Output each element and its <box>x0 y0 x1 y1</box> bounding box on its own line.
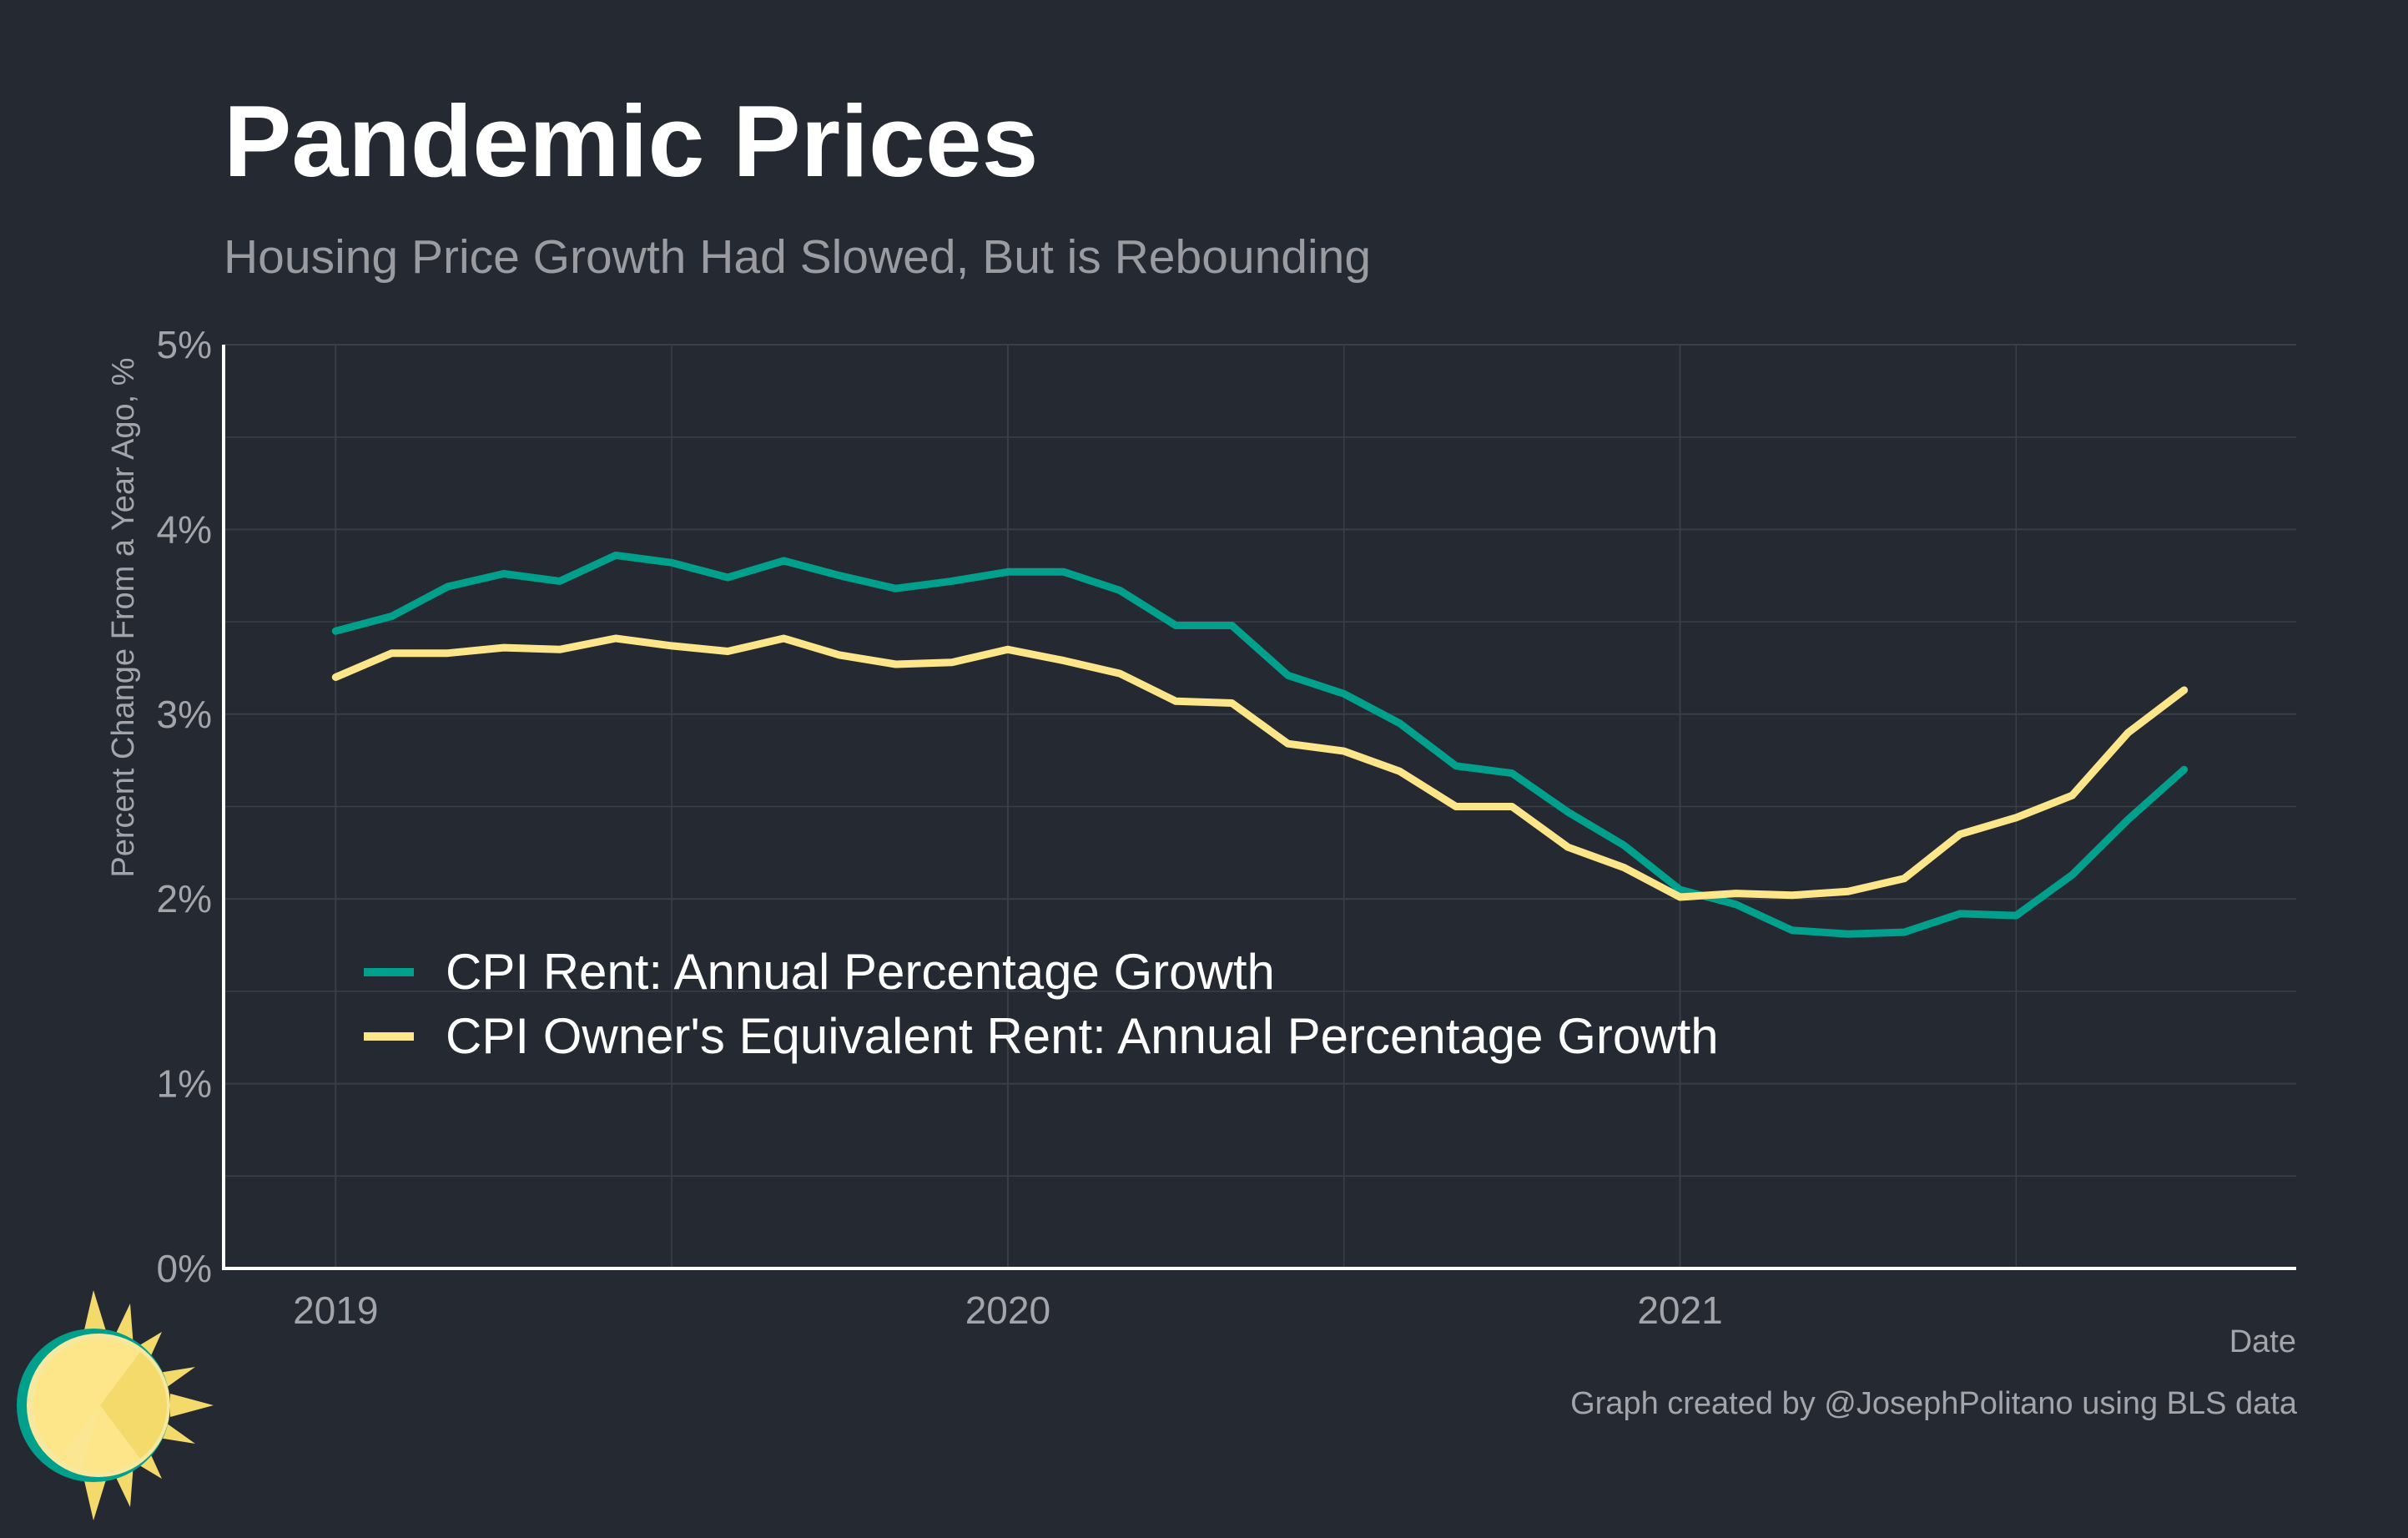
series-line-cpi-rent <box>331 551 2189 938</box>
series-line-cpi-oer <box>331 634 2189 901</box>
axes <box>222 345 2296 1270</box>
y-tick-label: 3% <box>157 693 212 736</box>
x-tick-label: 2021 <box>1637 1288 1722 1332</box>
tick-labels: 0% 1% 2% 3% 4% 5% 2019 2020 2021 <box>157 323 1723 1332</box>
chart-title: Pandemic Prices <box>224 84 1039 198</box>
chart-subtitle: Housing Price Growth Had Slowed, But is … <box>224 230 1372 284</box>
x-axis-label: Date <box>2229 1324 2296 1359</box>
x-tick-label: 2019 <box>293 1288 378 1332</box>
legend: CPI Rent: Annual Percentage Growth CPI Ow… <box>364 944 1719 1064</box>
source-caption: Graph created by @JosephPolitano using B… <box>1570 1386 2297 1421</box>
y-tick-label: 2% <box>157 877 212 920</box>
series-lines <box>331 551 2189 938</box>
y-tick-label: 0% <box>157 1247 212 1290</box>
sun-logo-icon <box>17 1290 214 1520</box>
grid-lines <box>224 344 2296 1268</box>
x-tick-label: 2020 <box>965 1288 1050 1332</box>
legend-label: CPI Rent: Annual Percentage Growth <box>446 944 1275 1000</box>
y-tick-label: 5% <box>157 323 212 366</box>
y-tick-label: 1% <box>157 1062 212 1106</box>
y-tick-label: 4% <box>157 507 212 551</box>
legend-label: CPI Owner's Equivalent Rent: Annual Perc… <box>446 1008 1719 1064</box>
y-axis-label: Percent Change From a Year Ago, % <box>106 357 141 877</box>
